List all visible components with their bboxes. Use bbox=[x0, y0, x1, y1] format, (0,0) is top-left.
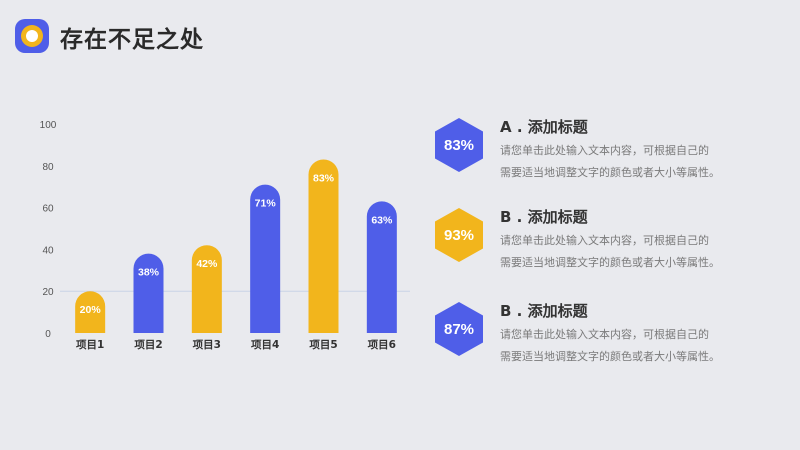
info-desc-line: 请您单击此处输入文本内容，可根据自己的 bbox=[500, 234, 709, 247]
info-description: 请您单击此处输入文本内容，可根据自己的 需要适当地调整文字的颜色或者大小等属性。 bbox=[500, 324, 790, 368]
bar bbox=[133, 253, 164, 333]
info-block-c: 87% B . 添加标题 请您单击此处输入文本内容，可根据自己的 需要适当地调整… bbox=[430, 300, 790, 388]
info-description: 请您单击此处输入文本内容，可根据自己的 需要适当地调整文字的颜色或者大小等属性。 bbox=[500, 230, 790, 274]
y-tick-label: 40 bbox=[42, 245, 54, 256]
hexagon-badge-icon: 83% bbox=[435, 118, 483, 172]
hexagon-badge-icon: 93% bbox=[435, 208, 483, 262]
data-label: 20% bbox=[80, 304, 102, 316]
bar bbox=[191, 245, 222, 333]
info-desc-line: 需要适当地调整文字的颜色或者大小等属性。 bbox=[500, 350, 720, 363]
hexagon-percent: 83% bbox=[444, 137, 474, 154]
info-title: B . 添加标题 bbox=[500, 208, 588, 226]
hexagon-percent: 93% bbox=[444, 227, 474, 244]
y-tick-label: 60 bbox=[42, 204, 54, 215]
data-label: 42% bbox=[196, 258, 218, 270]
hexagon-shape bbox=[435, 118, 483, 172]
x-tick-label: 项目1 bbox=[76, 339, 104, 351]
bar bbox=[75, 291, 106, 333]
data-label: 83% bbox=[313, 173, 335, 185]
info-desc-line: 请您单击此处输入文本内容，可根据自己的 bbox=[500, 144, 709, 157]
bar-chart: 0 20 40 60 80 100 20% 项目1 38% 项目2 42% 项目3 71% 项目4 83% 项… bbox=[40, 120, 410, 351]
info-block-a: 83% A . 添加标题 请您单击此处输入文本内容，可根据自己的 需要适当地调整… bbox=[430, 116, 790, 204]
y-tick-label: 0 bbox=[45, 329, 51, 340]
bar bbox=[366, 201, 397, 333]
x-tick-label: 项目3 bbox=[193, 339, 221, 351]
info-block-b: 93% B . 添加标题 请您单击此处输入文本内容，可根据自己的 需要适当地调整… bbox=[430, 206, 790, 294]
bar bbox=[250, 184, 281, 333]
x-tick-label: 项目5 bbox=[309, 339, 337, 351]
info-title: B . 添加标题 bbox=[500, 302, 588, 320]
hexagon-shape bbox=[435, 208, 483, 262]
info-title: A . 添加标题 bbox=[500, 118, 588, 136]
info-desc-line: 需要适当地调整文字的颜色或者大小等属性。 bbox=[500, 166, 720, 179]
data-label: 71% bbox=[255, 198, 277, 210]
y-tick-label: 100 bbox=[40, 120, 57, 131]
info-description: 请您单击此处输入文本内容，可根据自己的 需要适当地调整文字的颜色或者大小等属性。 bbox=[500, 140, 790, 184]
x-tick-label: 项目6 bbox=[368, 339, 396, 351]
hexagon-percent: 87% bbox=[444, 321, 474, 338]
hexagon-shape bbox=[435, 302, 483, 356]
y-tick-label: 80 bbox=[42, 162, 54, 173]
page-title: 存在不足之处 bbox=[60, 27, 204, 53]
y-tick-label: 20 bbox=[42, 287, 54, 298]
hexagon-badge-icon: 87% bbox=[435, 302, 483, 356]
info-desc-line: 请您单击此处输入文本内容，可根据自己的 bbox=[500, 328, 709, 341]
x-tick-label: 项目4 bbox=[251, 339, 279, 351]
data-label: 38% bbox=[138, 267, 160, 279]
info-desc-line: 需要适当地调整文字的颜色或者大小等属性。 bbox=[500, 256, 720, 269]
bar bbox=[308, 159, 339, 333]
x-tick-label: 项目2 bbox=[134, 339, 162, 351]
data-label: 63% bbox=[371, 214, 393, 226]
logo-icon bbox=[15, 19, 49, 53]
